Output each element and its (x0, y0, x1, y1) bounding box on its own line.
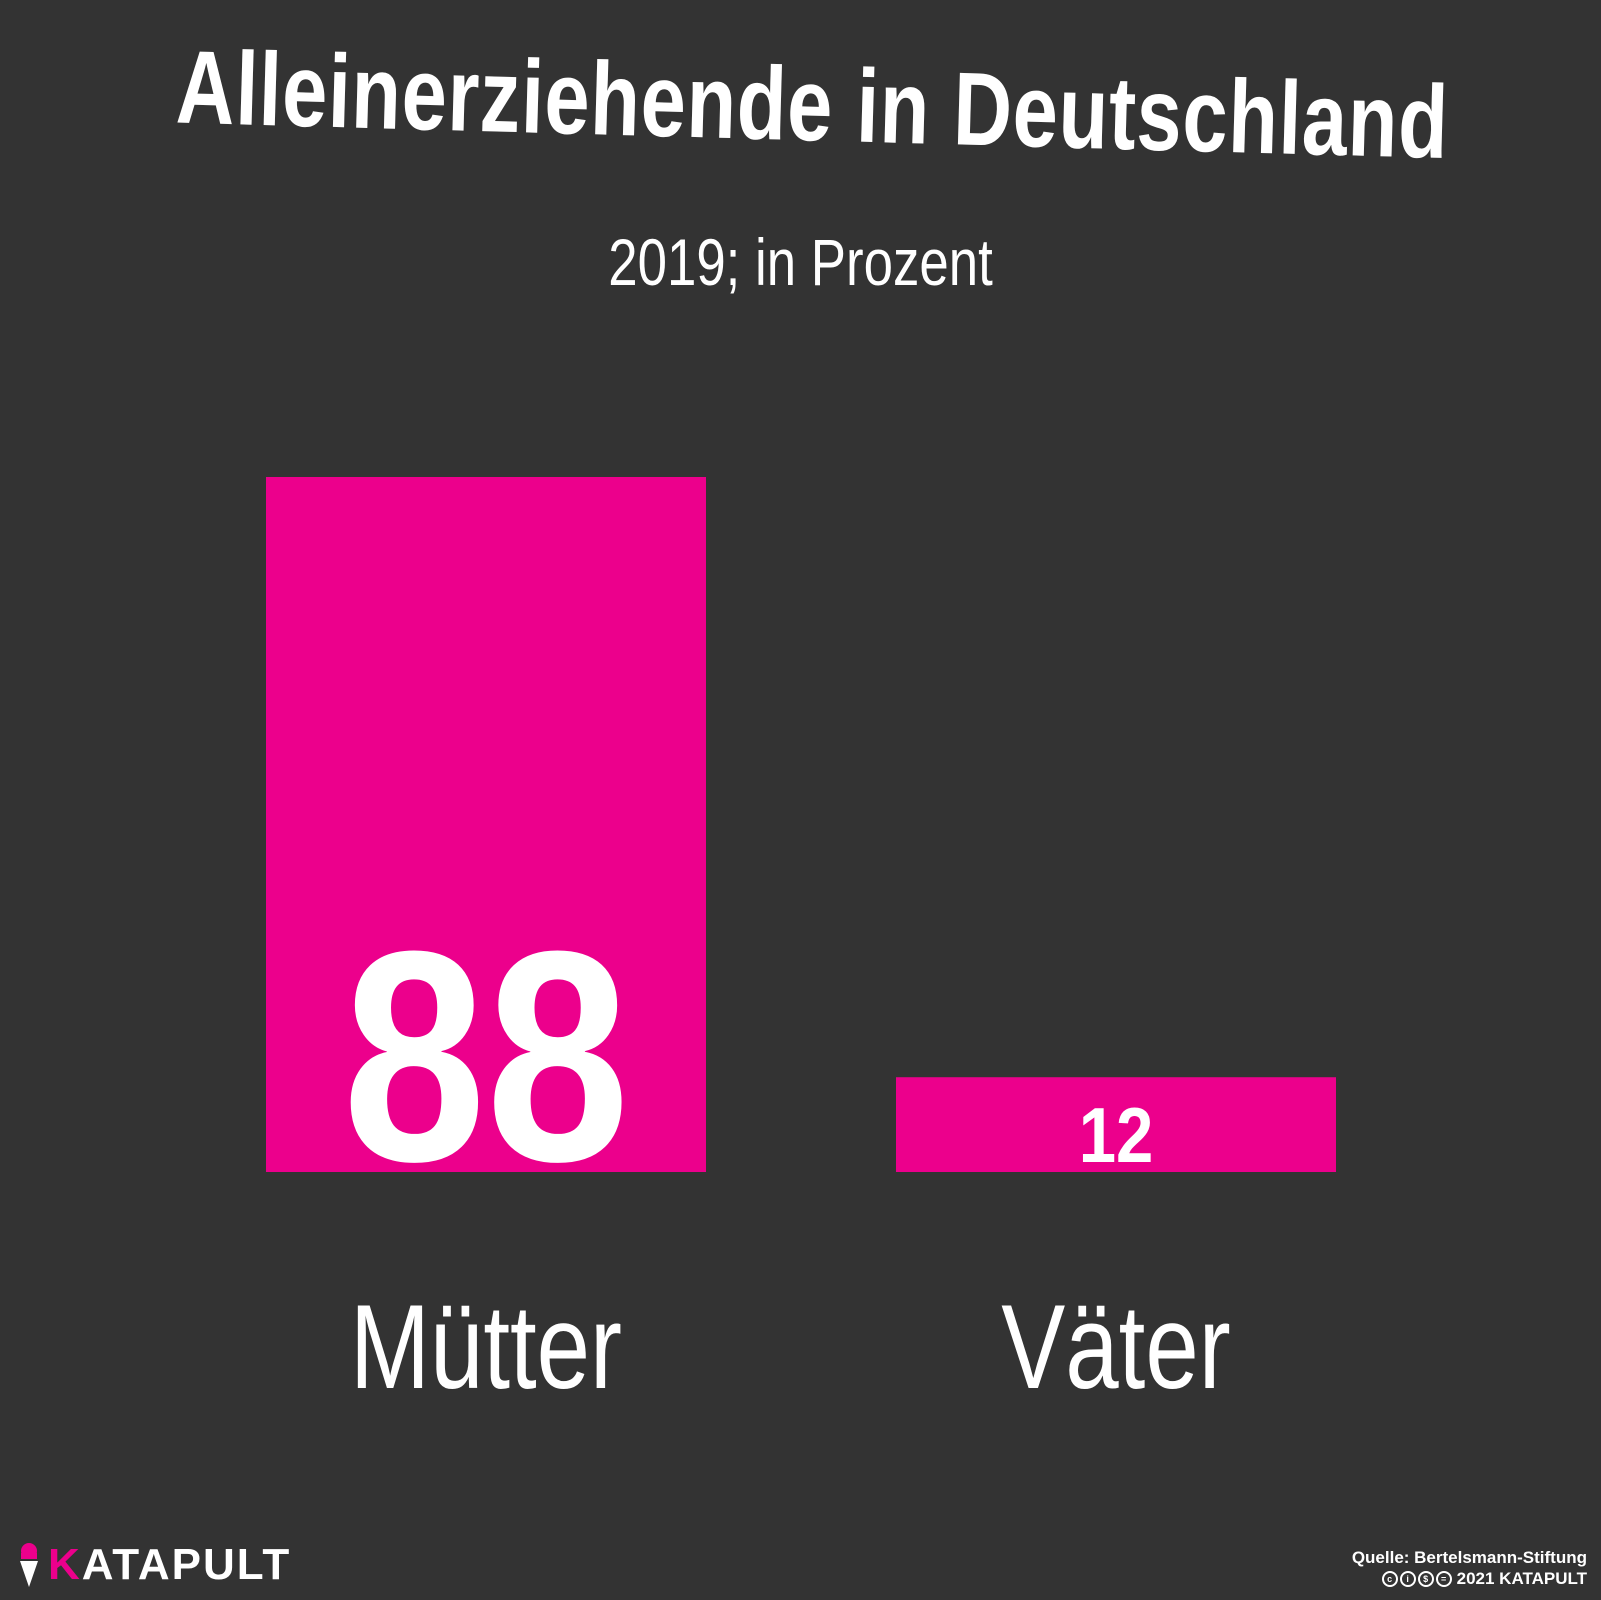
copyright-text: 2021 KATAPULT (1456, 1569, 1587, 1588)
category-label: Väter (1001, 1281, 1230, 1400)
katapult-logo: KATAPULT (18, 1540, 291, 1590)
ice-cream-icon (20, 1543, 38, 1587)
brand-name: KATAPULT (48, 1540, 291, 1590)
chart-subtitle: 2019; in Prozent (608, 225, 993, 299)
bar-value-label: 12 (1079, 1092, 1154, 1179)
nc-icon: $ (1417, 1570, 1434, 1587)
bar-muetter (266, 477, 706, 1172)
cc-icon: c (1381, 1570, 1398, 1587)
by-icon: i (1399, 1570, 1416, 1587)
bar-vaeter (896, 1077, 1336, 1172)
category-label: Mütter (350, 1281, 622, 1400)
nd-icon: = (1435, 1570, 1452, 1587)
source-block: Quelle: Bertelsmann-Stiftung c i $ = 202… (1352, 1547, 1587, 1589)
bar-chart: 88 Mütter 12 Väter (266, 477, 1336, 1400)
brand-initial: K (48, 1540, 82, 1589)
brand-rest: ATAPULT (81, 1540, 292, 1589)
bar-value-label: 88 (343, 890, 630, 1225)
license-row: c i $ = 2021 KATAPULT (1352, 1568, 1587, 1589)
source-text: Quelle: Bertelsmann-Stiftung (1351, 1548, 1587, 1567)
